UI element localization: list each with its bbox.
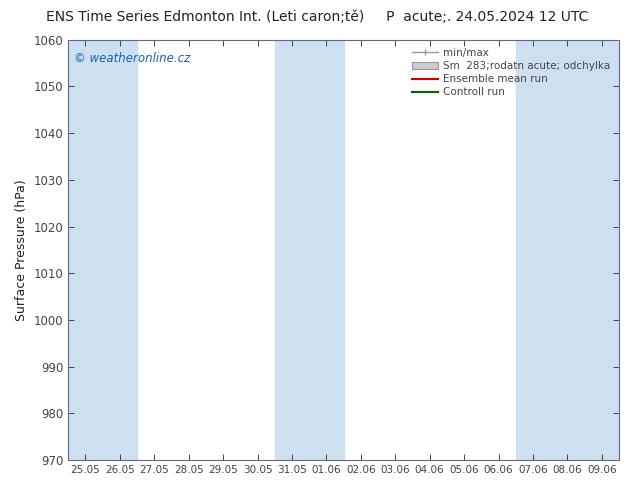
Text: © weatheronline.cz: © weatheronline.cz	[74, 52, 190, 65]
Bar	[550, 40, 585, 460]
Bar	[103, 40, 137, 460]
Bar	[309, 40, 344, 460]
Bar	[585, 40, 619, 460]
Text: ENS Time Series Edmonton Int. (Leti caron;tě)     P  acute;. 24.05.2024 12 UTC: ENS Time Series Edmonton Int. (Leti caro…	[46, 10, 588, 24]
Bar	[68, 40, 103, 460]
Bar	[275, 40, 309, 460]
Legend: min/max, Sm  283;rodatn acute; odchylka, Ensemble mean run, Controll run: min/max, Sm 283;rodatn acute; odchylka, …	[409, 45, 614, 100]
Y-axis label: Surface Pressure (hPa): Surface Pressure (hPa)	[15, 179, 28, 321]
Bar	[515, 40, 550, 460]
